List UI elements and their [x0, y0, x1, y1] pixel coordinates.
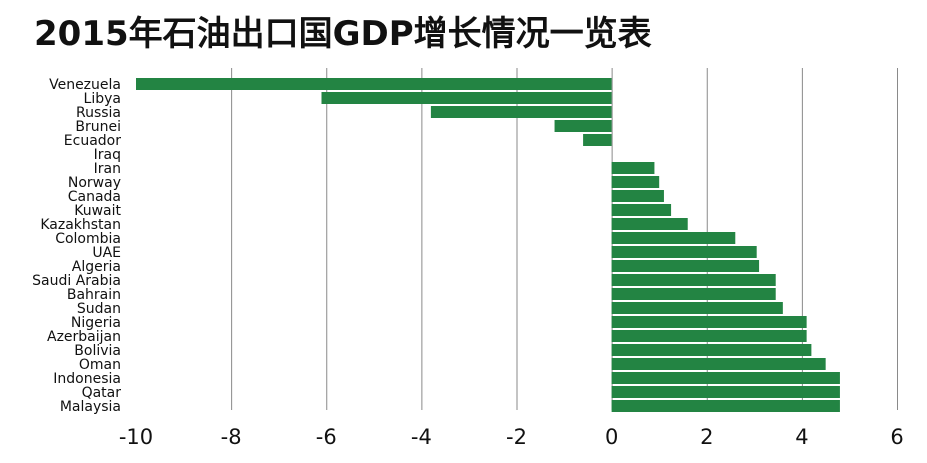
category-label: Kuwait — [74, 203, 121, 219]
category-label: Algeria — [72, 259, 121, 275]
bar-oman — [611, 358, 826, 370]
x-tick-label: -4 — [411, 425, 432, 449]
bar-sudan — [611, 302, 783, 314]
bar-libya — [321, 92, 612, 104]
bar-azerbaijan — [611, 330, 807, 342]
tick-labels: -10 -8 -6 -4 -2 0 2 4 6 — [119, 425, 904, 449]
bar-venezuela — [136, 78, 612, 90]
x-tick-label: -10 — [119, 425, 153, 449]
bar-algeria — [611, 260, 760, 272]
bar-colombia — [611, 232, 736, 244]
category-label: Malaysia — [60, 399, 121, 415]
bar-saudi-arabia — [611, 274, 776, 286]
x-tick-label: 4 — [795, 425, 808, 449]
bar-russia — [430, 106, 612, 118]
category-label: Qatar — [82, 385, 122, 401]
bar-indonesia — [611, 372, 840, 384]
category-label: Brunei — [75, 119, 121, 135]
category-label: Norway — [68, 175, 121, 191]
category-label: Azerbaijan — [47, 329, 121, 345]
x-tick-label: -2 — [506, 425, 527, 449]
bar-nigeria — [611, 316, 807, 328]
bar-kuwait — [611, 204, 672, 216]
bar-kazakhstan — [611, 218, 688, 230]
category-label: Venezuela — [49, 77, 121, 93]
x-tick-label: 0 — [605, 425, 618, 449]
category-label: Ecuador — [64, 133, 121, 149]
bar-qatar — [611, 386, 840, 398]
category-label: Oman — [79, 357, 121, 373]
x-tick-label: -6 — [316, 425, 337, 449]
category-label: Colombia — [55, 231, 121, 247]
bar-norway — [611, 176, 660, 188]
x-tick-label: 6 — [890, 425, 903, 449]
category-label: Bolivia — [74, 343, 121, 359]
category-labels: VenezuelaLibyaRussiaBruneiEcuadorIraqIra… — [32, 77, 121, 415]
category-label: Russia — [76, 105, 121, 121]
bar-bahrain — [611, 288, 776, 300]
category-label: Sudan — [77, 301, 121, 317]
bar-canada — [611, 190, 664, 202]
category-label: UAE — [92, 245, 121, 261]
category-label: Nigeria — [71, 315, 121, 331]
category-label: Indonesia — [53, 371, 121, 387]
category-label: Kazakhstan — [40, 217, 121, 233]
bar-iran — [611, 162, 655, 174]
category-label: Iraq — [94, 147, 121, 163]
category-label: Bahrain — [67, 287, 121, 303]
bar-malaysia — [611, 400, 840, 412]
bar-layer — [136, 78, 840, 412]
bar-brunei — [554, 120, 612, 132]
category-label: Canada — [68, 189, 121, 205]
category-label: Saudi Arabia — [32, 273, 121, 289]
x-tick-label: 2 — [700, 425, 713, 449]
bar-bolivia — [611, 344, 812, 356]
category-label: Iran — [94, 161, 121, 177]
category-label: Libya — [84, 91, 121, 107]
x-tick-label: -8 — [221, 425, 242, 449]
chart-title: 2015年石油出口国GDP增长情况一览表 — [34, 14, 652, 54]
bar-uae — [611, 246, 757, 258]
bar-ecuador — [583, 134, 612, 146]
